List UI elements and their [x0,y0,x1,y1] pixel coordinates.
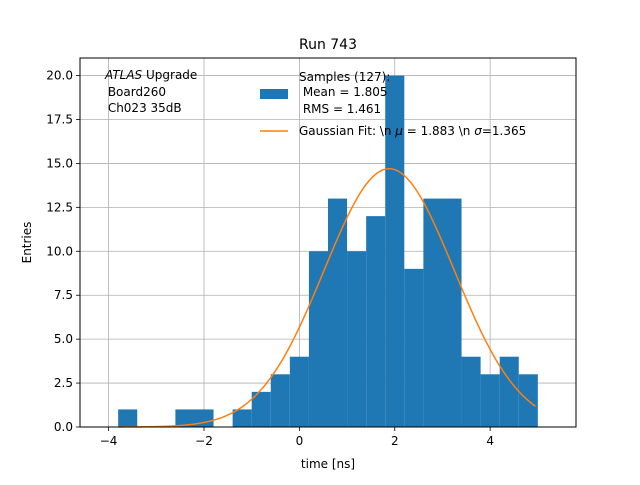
legend-histogram-line-3: RMS = 1.461 [299,102,381,116]
annotation-line-1: ATLAS Upgrade [104,68,197,82]
y-axis-label: Entries [20,222,34,264]
legend-fit-prefix: Gaussian Fit: \n [299,124,395,138]
legend-fit-suffix: =1.365 [482,124,526,138]
atlas-annotation: ATLAS Upgrade Board260 Ch023 35dB [104,68,197,115]
y-tick-label: 15.0 [46,156,73,170]
histogram-bar [270,374,290,427]
histogram-bar [404,268,424,427]
y-tick-label: 20.0 [46,69,73,83]
legend-fit-mid: = 1.883 \n [403,124,474,138]
legend: Samples (127): Mean = 1.805 RMS = 1.461 … [260,70,526,138]
histogram-bar [423,198,462,427]
histogram-bar [251,391,271,427]
histogram-bar [308,251,328,427]
fit-line [118,167,536,428]
plot-frame [79,57,577,428]
legend-fit-sigma: σ [474,124,482,138]
annotation-rest: Upgrade [142,68,197,82]
histogram-bar [347,251,367,427]
histogram-bar [480,374,500,427]
y-tick-label: 7.5 [54,288,73,302]
legend-histogram-line-1: Samples (127): [299,70,390,84]
y-tick-label: 12.5 [46,200,73,214]
gaussian-fit [118,167,536,428]
legend-swatch-histogram [260,89,288,99]
x-tick-label: 0 [296,434,304,448]
y-tick-label: 2.5 [54,376,73,390]
histogram-bar [385,75,405,428]
legend-fit-mu: μ [394,124,403,138]
legend-histogram-line-2: Mean = 1.805 [299,85,388,99]
x-tick-label: 4 [486,434,494,448]
x-axis-ticks: −4 −2 0 2 4 [100,427,494,448]
y-tick-label: 17.5 [46,113,73,127]
histogram-bar [232,409,252,427]
histogram-bar [366,216,386,427]
x-tick-label: −4 [100,434,118,448]
x-tick-label: 2 [391,434,399,448]
histogram-bar [118,409,138,427]
annotation-line-2: Board260 [104,85,166,99]
histogram-bar [499,356,519,427]
y-axis-ticks: 0.0 2.5 5.0 7.5 10.0 12.5 15.0 17.5 20.0 [46,69,80,434]
chart-title: Run 743 [299,37,357,53]
x-tick-label: −2 [195,434,213,448]
histogram-bar [461,356,481,427]
y-tick-label: 10.0 [46,244,73,258]
y-tick-label: 0.0 [54,420,73,434]
annotation-italic: ATLAS [104,68,143,82]
y-tick-label: 5.0 [54,332,73,346]
annotation-line-3: Ch023 35dB [104,101,182,115]
legend-fit-label: Gaussian Fit: \n μ = 1.883 \n σ=1.365 [299,124,526,138]
x-axis-label: time [ns] [301,457,355,471]
histogram-bar [328,198,348,427]
histogram-bar [289,356,309,427]
